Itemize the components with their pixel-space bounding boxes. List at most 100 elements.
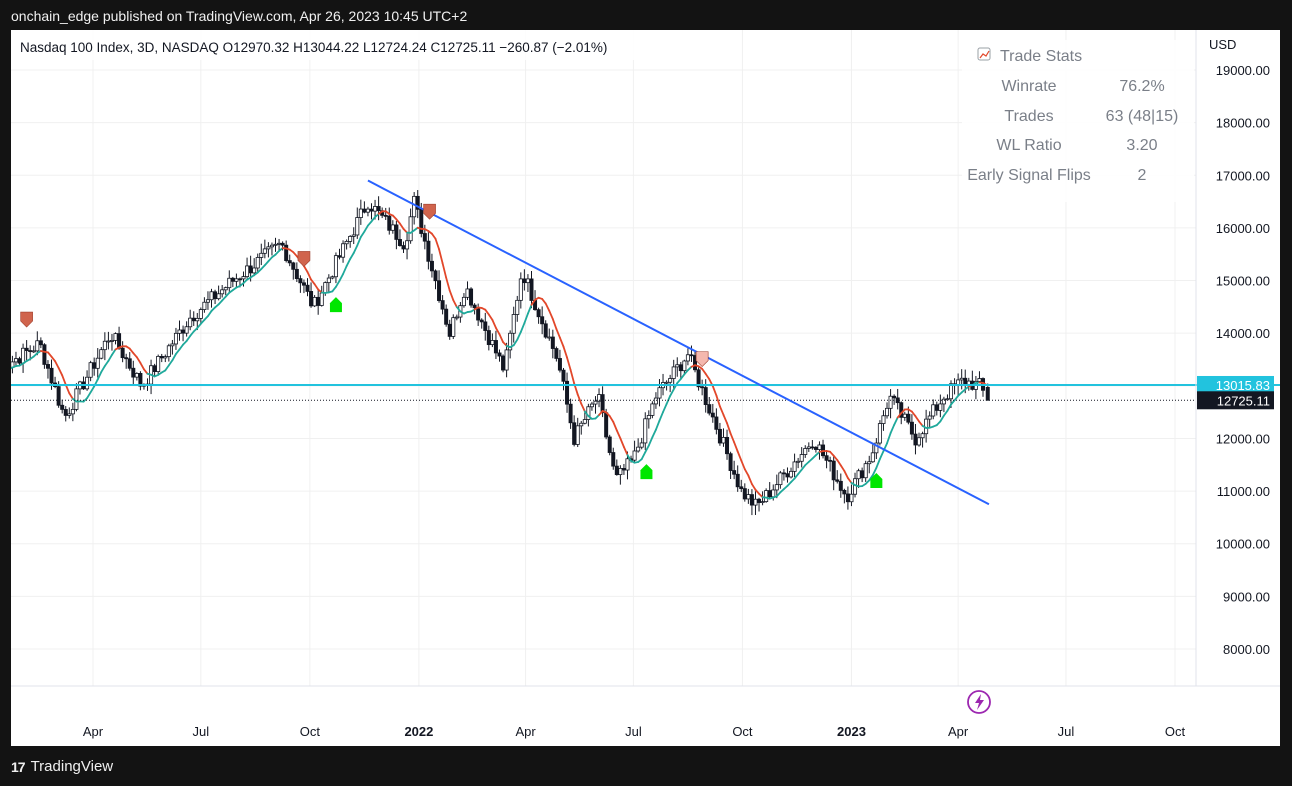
candle-body xyxy=(401,245,406,250)
candle-body xyxy=(511,314,516,334)
ma-segment xyxy=(100,365,106,373)
candle-body xyxy=(600,394,605,414)
candle-body xyxy=(632,450,637,461)
time-tick-label: Apr xyxy=(515,724,536,739)
ma-segment xyxy=(715,394,721,408)
ma-segment xyxy=(644,444,650,454)
candle-body xyxy=(945,398,950,401)
ma-segment xyxy=(569,369,576,385)
ma-segment xyxy=(96,371,103,381)
candle-body xyxy=(120,347,125,359)
candle-body xyxy=(885,407,890,417)
stats-label: Early Signal Flips xyxy=(967,167,1091,184)
ma-segment xyxy=(583,410,590,417)
candle-body xyxy=(728,453,733,471)
candle-body xyxy=(266,246,271,250)
candle-body xyxy=(245,265,250,278)
candle-body xyxy=(309,291,314,307)
candle-body xyxy=(760,501,765,504)
candle-body xyxy=(838,480,843,491)
candle-body xyxy=(547,336,552,339)
ma-segment xyxy=(363,224,369,233)
candle-body xyxy=(515,299,520,315)
ma-segment xyxy=(107,353,113,362)
candle-body xyxy=(707,404,712,414)
candle-body xyxy=(447,323,452,337)
candle-body xyxy=(593,400,598,405)
candle-body xyxy=(920,433,925,439)
candle-body xyxy=(696,369,701,388)
candle-body xyxy=(849,493,854,503)
ma-segment xyxy=(893,416,899,426)
time-tick-label: Oct xyxy=(300,724,321,739)
ma-segment xyxy=(86,391,92,400)
candle-body xyxy=(277,242,282,245)
ma-segment xyxy=(871,466,878,477)
candle-body xyxy=(813,446,818,450)
candle-body xyxy=(191,317,196,322)
candle-body xyxy=(280,242,285,246)
candle-body xyxy=(774,484,779,491)
ma-segment xyxy=(103,360,110,367)
candle-body xyxy=(689,354,694,357)
ma-segment xyxy=(196,322,202,329)
candle-body xyxy=(646,415,651,420)
candle-body xyxy=(269,244,274,248)
candle-body xyxy=(639,442,644,448)
sell-signal-icon xyxy=(695,351,709,368)
candle-body xyxy=(764,490,769,503)
candle-body xyxy=(845,493,850,503)
ma-segment xyxy=(679,373,686,380)
ma-segment xyxy=(832,454,839,461)
ma-segment xyxy=(207,310,213,318)
candle-body xyxy=(863,463,868,479)
candle-body xyxy=(977,378,982,382)
candle-body xyxy=(341,243,346,258)
candle-body xyxy=(700,386,705,389)
candle-body xyxy=(117,333,122,349)
candle-body xyxy=(31,350,36,353)
ma-segment xyxy=(701,367,707,375)
candle-body xyxy=(913,433,918,446)
ma-segment xyxy=(726,422,732,435)
candle-body xyxy=(607,436,612,453)
candle-body xyxy=(202,301,207,310)
candle-body xyxy=(906,413,911,423)
candle-body xyxy=(799,454,804,462)
candle-body xyxy=(127,358,132,369)
candle-body xyxy=(440,300,445,310)
ma-segment xyxy=(128,347,135,355)
ma-segment xyxy=(896,412,903,419)
ma-segment xyxy=(736,450,743,462)
price-chart[interactable]: 19000.00 18000.00 17000.00 16000.00 15000.00… xyxy=(11,30,1280,746)
candle-body xyxy=(604,412,609,438)
candle-body xyxy=(714,416,719,430)
ma-segment xyxy=(359,230,366,238)
lightning-icon[interactable] xyxy=(967,690,991,714)
ma-segment xyxy=(441,262,448,279)
candle-body xyxy=(323,282,328,294)
candle-body xyxy=(170,343,175,347)
chart-emoji-trend xyxy=(979,50,990,59)
ma-segment xyxy=(178,343,184,351)
price-tick-label: 19000.00 xyxy=(1216,63,1270,78)
candle-body xyxy=(938,403,943,411)
ma-segment xyxy=(189,330,195,337)
ma-segment xyxy=(455,306,462,313)
tradingview-branding[interactable]: 17 TradingView xyxy=(11,758,113,775)
ma-segment xyxy=(836,459,842,467)
stats-label: Winrate xyxy=(1001,78,1056,95)
chart-legend: Nasdaq 100 Index, 3D, NASDAQ O12970.32 H… xyxy=(11,30,661,60)
candle-body xyxy=(476,307,481,321)
ma-segment xyxy=(747,474,753,485)
candle-body xyxy=(621,467,626,471)
candle-body xyxy=(757,498,762,503)
ma-segment xyxy=(839,464,846,472)
lightning-bolt xyxy=(975,694,984,710)
candle-body xyxy=(493,340,498,354)
time-axis: Apr Jul Oct 2022 Apr Jul Oct 2023 Apr Jul Oct xyxy=(11,30,1280,739)
ma-segment xyxy=(64,383,71,395)
buy-signal-icon xyxy=(870,473,883,489)
candle-body xyxy=(383,214,388,217)
ma-segment xyxy=(530,298,536,306)
